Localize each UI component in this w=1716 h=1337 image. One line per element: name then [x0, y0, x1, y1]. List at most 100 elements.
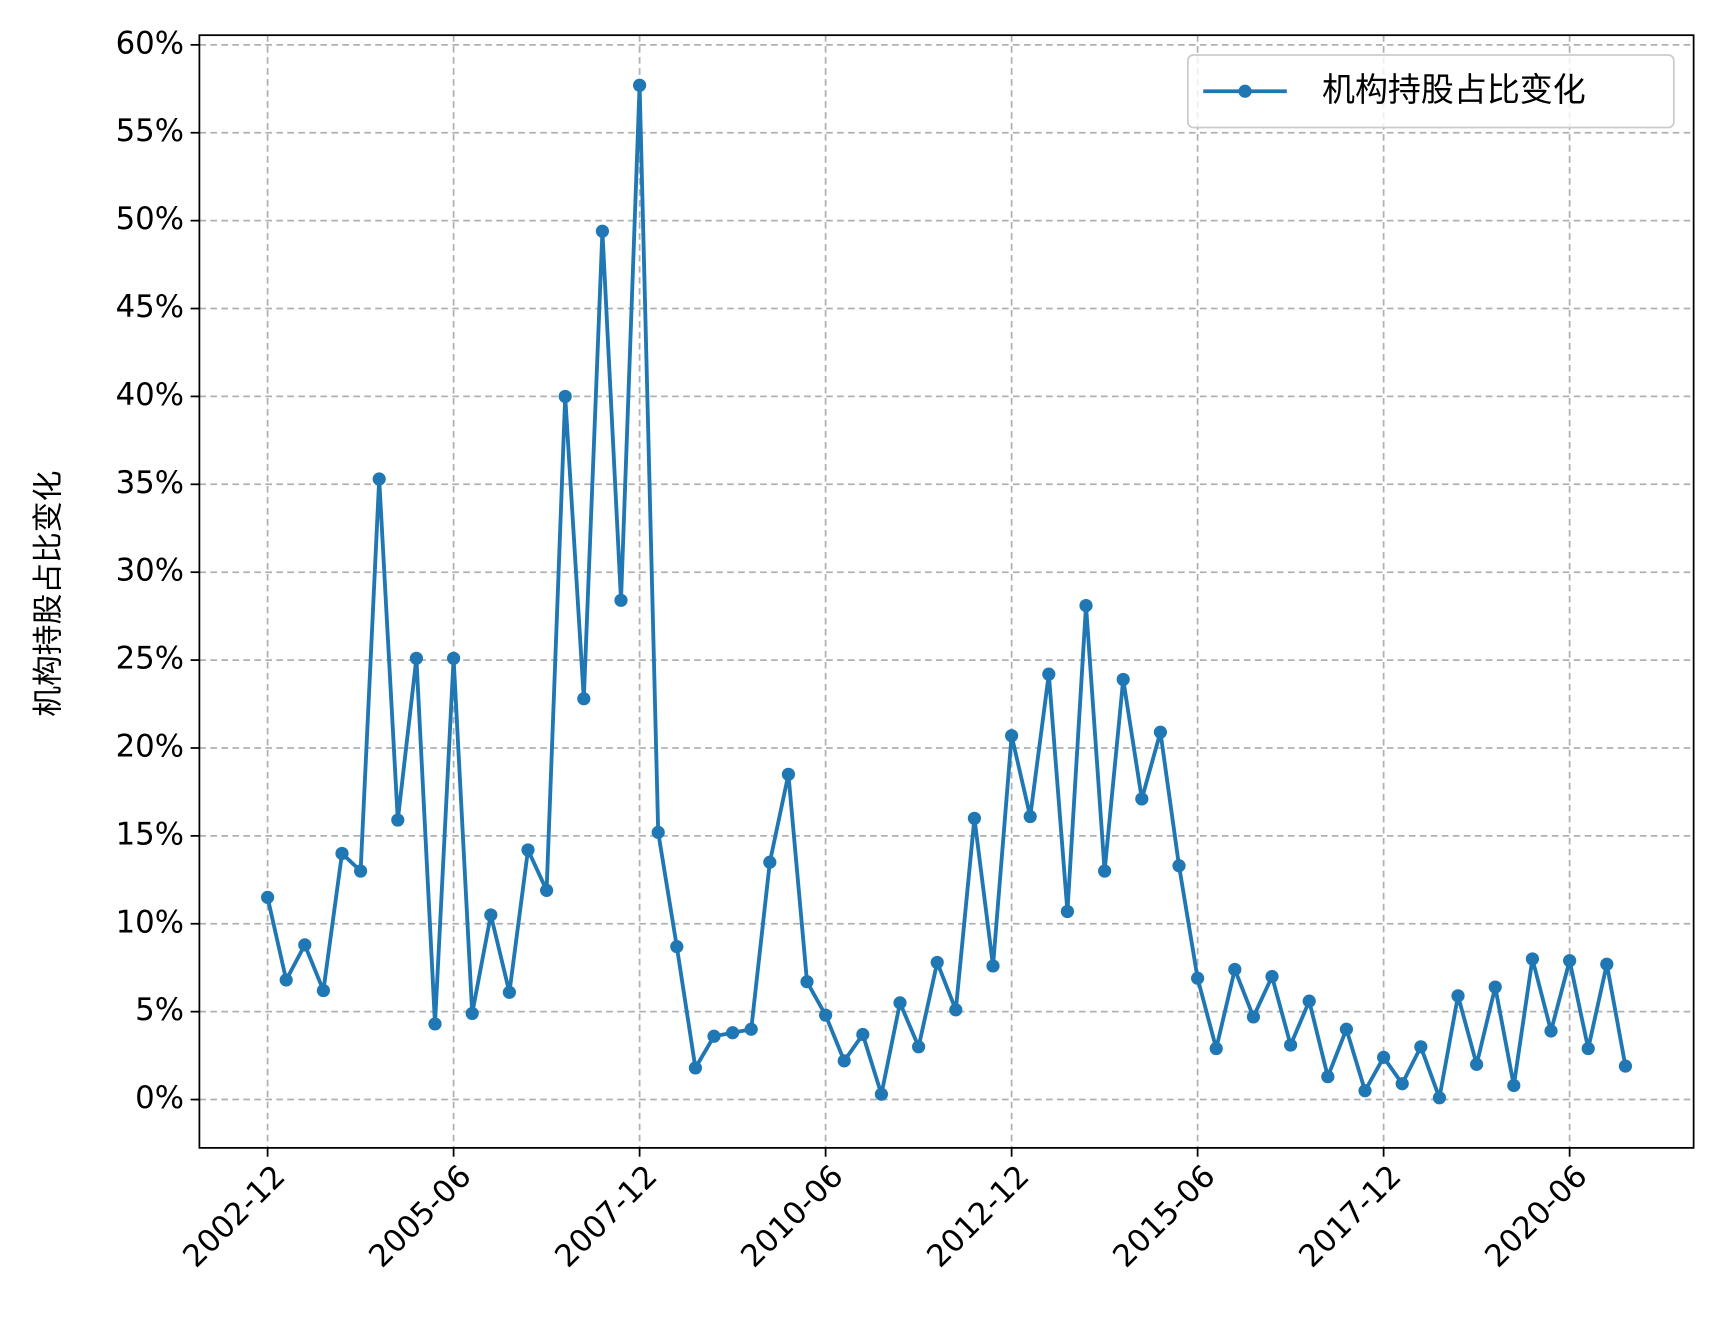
y-tick-label: 35%: [116, 465, 184, 501]
x-tick-label: 2005-06: [362, 1158, 478, 1274]
data-point: [707, 1029, 721, 1043]
data-point: [1563, 954, 1577, 968]
data-point: [335, 846, 349, 861]
x-tick-label: 2017-12: [1292, 1158, 1408, 1274]
data-point: [1339, 1022, 1354, 1036]
data-point: [1451, 989, 1465, 1003]
data-point: [781, 767, 796, 781]
data-point: [577, 692, 591, 706]
data-point: [1098, 864, 1112, 878]
data-point: [1377, 1050, 1391, 1064]
y-tick-label: 10%: [116, 904, 184, 940]
data-point: [930, 955, 944, 970]
data-point: [484, 908, 498, 922]
data-line: [265, 83, 1628, 1100]
data-point: [856, 1027, 870, 1042]
data-point: [1470, 1057, 1484, 1071]
data-point: [1228, 962, 1242, 977]
data-point: [1432, 1091, 1447, 1105]
data-point: [1023, 809, 1037, 824]
y-tick-label: 25%: [116, 641, 184, 677]
data-point: [1488, 980, 1502, 994]
data-point: [837, 1054, 851, 1068]
data-point: [819, 1008, 833, 1022]
data-point: [744, 1022, 758, 1036]
data-point: [670, 940, 684, 954]
data-point: [763, 855, 777, 869]
data-point: [540, 883, 554, 897]
data-point: [874, 1087, 889, 1101]
y-tick-label: 5%: [135, 992, 184, 1028]
y-tick-label: 60%: [116, 25, 184, 61]
data-point: [260, 890, 275, 904]
y-tick-label: 40%: [116, 377, 184, 413]
data-point: [800, 975, 814, 989]
data-point: [595, 224, 610, 238]
data-point: [558, 389, 572, 404]
data-point: [1600, 957, 1614, 971]
y-tick-label: 30%: [116, 553, 184, 589]
data-point: [651, 825, 665, 839]
data-point: [1191, 971, 1205, 985]
data-point: [1135, 792, 1149, 806]
data-point: [1284, 1038, 1298, 1052]
plot-frame: [198, 34, 1695, 1149]
data-point: [1153, 725, 1168, 739]
x-tick-label: 2015-06: [1106, 1158, 1222, 1274]
data-point: [521, 843, 535, 857]
data-point: [1507, 1078, 1521, 1093]
y-tick-label: 20%: [116, 728, 184, 764]
y-tick-label: 0%: [135, 1080, 184, 1116]
legend-label: 机构持股占比变化: [1322, 70, 1586, 109]
x-tick-label: 2007-12: [548, 1158, 664, 1274]
legend-box: [1186, 54, 1675, 129]
data-point: [1079, 599, 1093, 613]
y-tick-label: 15%: [116, 816, 184, 852]
data-point: [912, 1040, 926, 1054]
legend-marker: [1238, 84, 1252, 98]
data-point: [502, 985, 516, 999]
x-tick-label: 2012-12: [920, 1158, 1036, 1274]
data-point: [1302, 994, 1316, 1008]
data-point: [372, 472, 386, 486]
x-tick-label: 2010-06: [734, 1158, 850, 1274]
x-tick-label: 2002-12: [176, 1158, 292, 1274]
data-point: [1395, 1077, 1409, 1091]
data-point: [1414, 1040, 1428, 1054]
data-point: [428, 1017, 442, 1031]
data-point: [614, 593, 628, 607]
data-point: [391, 813, 405, 827]
y-tick-label: 50%: [116, 201, 184, 237]
data-point: [726, 1026, 740, 1040]
data-point: [465, 1006, 479, 1021]
data-point: [1618, 1059, 1633, 1073]
data-point: [633, 78, 647, 92]
data-point: [893, 996, 907, 1010]
data-point: [1358, 1084, 1372, 1098]
data-point: [354, 864, 368, 878]
data-point: [1116, 672, 1130, 687]
data-point: [279, 973, 293, 987]
x-tick-label: 2020-06: [1478, 1158, 1594, 1274]
data-point: [1544, 1024, 1558, 1038]
y-tick-label: 55%: [116, 113, 184, 149]
data-point: [1265, 969, 1279, 984]
y-tick-label: 45%: [116, 289, 184, 325]
data-point: [316, 983, 330, 998]
data-point: [447, 651, 461, 665]
data-point: [409, 651, 423, 665]
y-axis-label: 机构持股占比变化: [30, 471, 66, 717]
data-point: [967, 811, 982, 825]
data-point: [1172, 859, 1186, 873]
data-point: [1042, 667, 1056, 681]
data-point: [1321, 1070, 1335, 1084]
data-point: [949, 1003, 963, 1017]
data-point: [1246, 1010, 1261, 1024]
data-point: [1209, 1041, 1223, 1056]
data-point: [688, 1061, 703, 1075]
data-point: [1581, 1041, 1595, 1056]
data-point: [1525, 952, 1540, 966]
data-point: [1005, 729, 1019, 743]
data-point: [298, 938, 312, 952]
